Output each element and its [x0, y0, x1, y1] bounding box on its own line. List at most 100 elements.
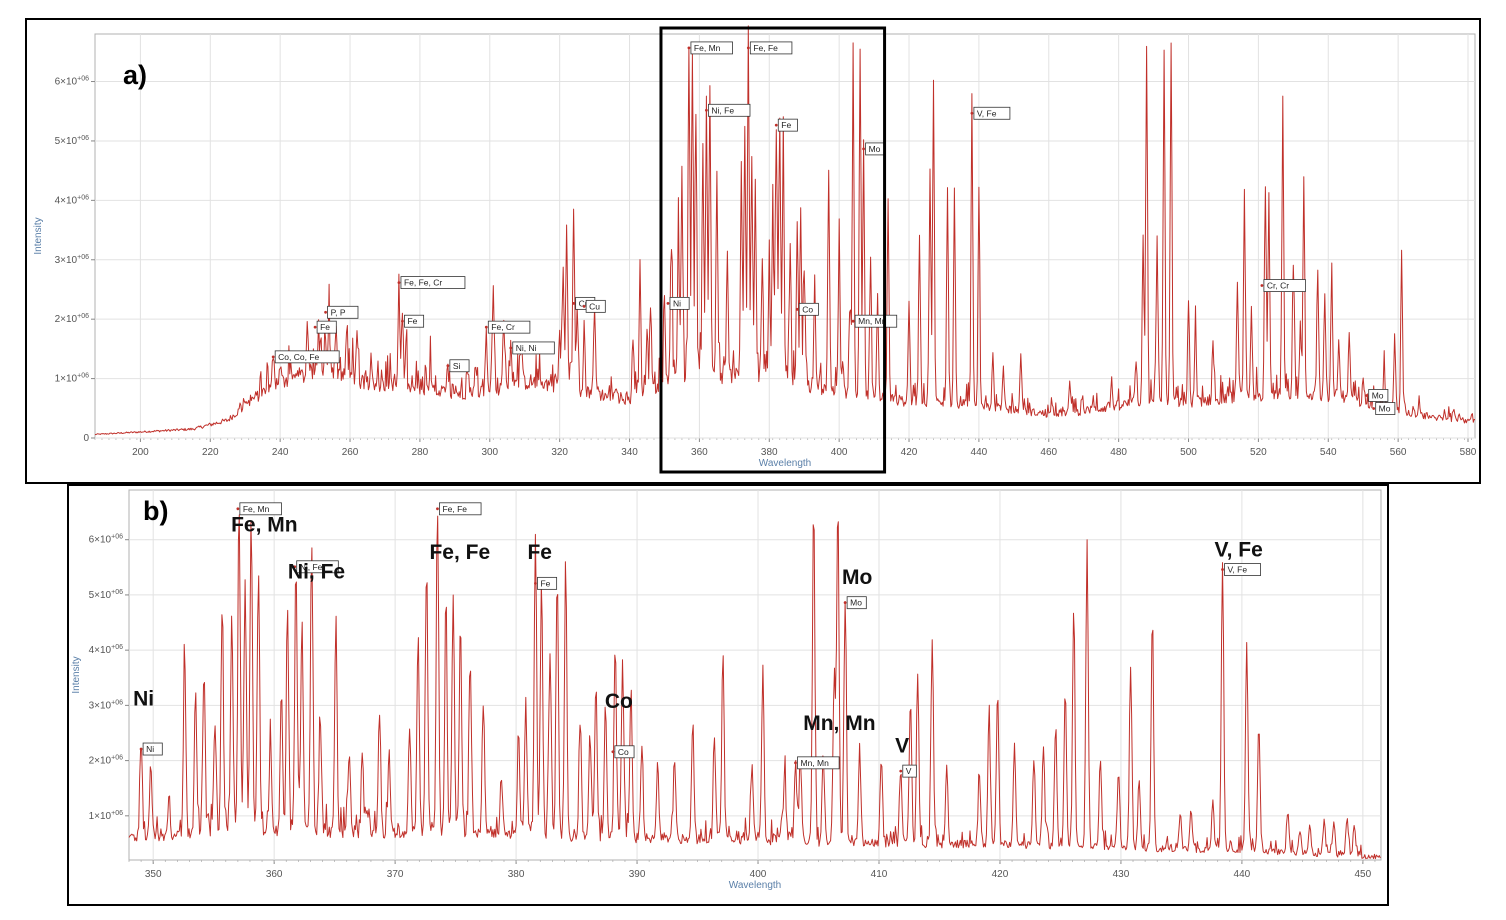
- annotation-label: Mo: [850, 598, 862, 608]
- annotation-box: [1368, 389, 1389, 402]
- annotation-marker: [843, 601, 847, 605]
- x-tick-label: 380: [508, 869, 525, 880]
- x-tick-label: 280: [412, 447, 429, 458]
- annotation-box: [798, 302, 819, 316]
- x-axis-label: Wavelength: [729, 880, 781, 891]
- y-tick-label: 6×10+06: [89, 534, 124, 546]
- annotation-label: V, Fe: [1228, 565, 1248, 575]
- annotation-marker: [1365, 394, 1369, 397]
- annotation-marker: [446, 364, 450, 368]
- annotation-box: [1224, 563, 1261, 576]
- annotation-marker: [851, 319, 855, 323]
- annotation-marker: [572, 301, 576, 305]
- panel-label: b): [143, 496, 168, 526]
- y-tick-label: 6×10+06: [55, 76, 90, 88]
- annotation-box: [846, 596, 867, 610]
- annotation-label: Fe, Mn: [694, 43, 721, 53]
- annotation-box: [797, 756, 840, 770]
- zoom-region-box: [659, 26, 887, 474]
- element-label: Mn, Mn: [803, 712, 875, 735]
- annotation-box: [327, 305, 359, 319]
- annotation-box: [669, 296, 690, 310]
- annotation-label: Cu: [579, 298, 590, 308]
- x-tick-label: 370: [387, 869, 404, 880]
- annotation-marker: [293, 565, 297, 569]
- panel-b: 350 360 370 380 390 400 410 420 430 440 450 1×10+06…: [67, 484, 1389, 906]
- annotation-marker: [862, 147, 866, 151]
- annotation-label: P, P: [331, 307, 346, 317]
- element-label: Fe: [527, 541, 552, 564]
- x-tick-label: 420: [901, 447, 918, 458]
- x-tick-label: 220: [202, 447, 219, 458]
- x-tick-label: 500: [1180, 447, 1197, 458]
- annotation-marker: [687, 46, 691, 50]
- y-tick-label: 5×10+06: [55, 135, 90, 147]
- spectrum-line: [128, 514, 1381, 860]
- annotation-box: [1375, 402, 1396, 415]
- x-tick-label: 360: [266, 869, 283, 880]
- annotation-label: Ni, Fe: [711, 105, 734, 115]
- annotation-marker: [611, 750, 615, 754]
- annotation-label: Mo: [1372, 390, 1384, 400]
- y-tick-label: 2×10+06: [55, 313, 90, 325]
- x-tick-label: 460: [1040, 447, 1057, 458]
- annotation-label: Fe: [781, 120, 791, 130]
- x-tick-label: 380: [761, 447, 778, 458]
- annotation-label: Co: [802, 304, 813, 314]
- y-tick-label: 1×10+06: [55, 373, 90, 385]
- annotation-marker: [1372, 407, 1376, 410]
- annotation-box: [449, 359, 470, 373]
- x-tick-label: 320: [551, 447, 568, 458]
- annotation-label: Ni: [146, 744, 154, 754]
- x-tick-label: 410: [871, 869, 888, 880]
- x-tick-label: 520: [1250, 447, 1267, 458]
- annotation-box: [690, 41, 733, 55]
- element-label: V: [895, 734, 909, 757]
- y-axis-label: Intensity: [71, 656, 82, 693]
- annotation-marker: [236, 507, 240, 511]
- annotation-box: [400, 276, 466, 289]
- annotation-box: [614, 745, 635, 759]
- y-tick-label: 2×10+06: [89, 755, 124, 767]
- annotation-label: Ni, Ni: [516, 343, 537, 353]
- x-tick-label: 560: [1390, 447, 1407, 458]
- annotation-label: Fe, Cr: [491, 322, 515, 332]
- annotation-label: Mo: [869, 144, 881, 154]
- y-axis-label: Intensity: [33, 217, 44, 254]
- x-tick-label: 420: [992, 869, 1009, 880]
- x-tick-label: 390: [629, 869, 646, 880]
- element-label: V, Fe: [1215, 538, 1263, 561]
- x-tick-label: 300: [481, 447, 498, 458]
- x-tick-label: 340: [621, 447, 638, 458]
- annotation-marker: [401, 319, 404, 323]
- annotation-box: [512, 341, 555, 355]
- annotation-label: Fe: [540, 578, 550, 588]
- annotation-label: Fe, Fe, Cr: [404, 278, 442, 288]
- y-tick-label: 0: [83, 433, 89, 444]
- annotation-label: Cu: [589, 301, 600, 311]
- annotation-label: Fe, Fe: [753, 43, 778, 53]
- annotation-box: [142, 742, 163, 756]
- annotation-marker: [324, 310, 327, 314]
- annotation-marker: [436, 507, 439, 511]
- annotation-box: [487, 320, 531, 334]
- annotation-marker: [1221, 568, 1224, 571]
- annotation-marker: [534, 581, 537, 585]
- spectrum-chart-b: 350 360 370 380 390 400 410 420 430 440 450 1×10+06…: [71, 489, 1382, 891]
- x-tick-label: 440: [1234, 869, 1251, 880]
- annotation-label: Fe, Mn: [243, 504, 270, 514]
- annotation-box: [749, 41, 793, 55]
- annotation-box: [854, 314, 898, 328]
- x-tick-label: 540: [1320, 447, 1337, 458]
- annotation-box: [439, 502, 482, 516]
- annotation-marker: [666, 301, 670, 305]
- annotation-label: Mo: [1379, 404, 1391, 414]
- element-label: Ni, Fe: [288, 560, 345, 583]
- annotation-label: Co: [618, 747, 629, 757]
- x-tick-label: 430: [1113, 869, 1130, 880]
- annotation-marker: [484, 325, 488, 329]
- annotation-label: Co, Co, Fe: [278, 352, 319, 362]
- annotation-marker: [746, 46, 750, 50]
- y-tick-label: 3×10+06: [55, 254, 90, 266]
- annotation-marker: [794, 761, 797, 765]
